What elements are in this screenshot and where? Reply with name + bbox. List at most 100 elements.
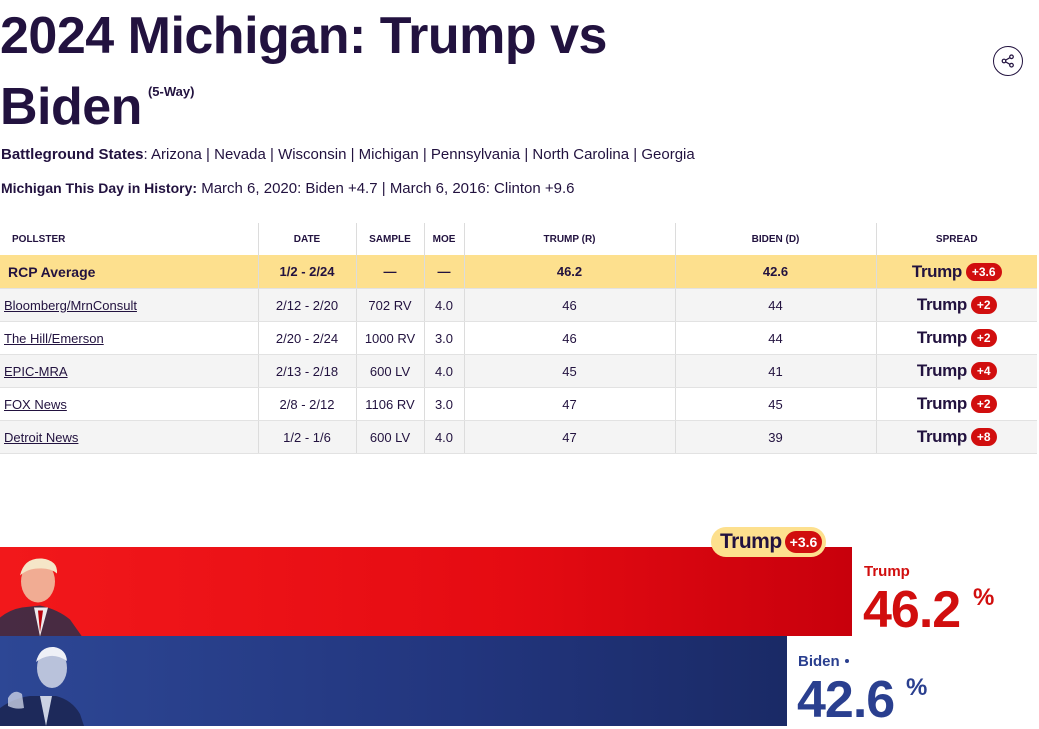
spread-leader: Trump (916, 295, 967, 314)
rcp-moe: — (424, 255, 465, 289)
trump-result-value: 46.2 (863, 581, 961, 639)
column-header-spread[interactable]: SPREAD (935, 233, 978, 245)
pollster-link[interactable]: Bloomberg/MrnConsult (4, 297, 137, 313)
poll-spread: Trump +2 (876, 288, 1037, 322)
poll-date: 1/2 - 1/6 (258, 420, 357, 454)
spread-badge: +2 (970, 296, 997, 314)
table-row: Detroit News 1/2 - 1/6 600 LV 4.0 47 39 … (0, 420, 1037, 454)
poll-date: 2/20 - 2/24 (258, 321, 357, 355)
state-link-michigan[interactable]: Michigan (358, 146, 419, 163)
leader-pill-badge: +3.6 (784, 531, 823, 553)
table-row: Bloomberg/MrnConsult 2/12 - 2/20 702 RV … (0, 288, 1037, 322)
share-icon (1001, 54, 1014, 68)
state-link-wisconsin[interactable]: Wisconsin (278, 146, 347, 163)
poll-spread: Trump +8 (876, 420, 1037, 454)
poll-biden: 41 (675, 354, 877, 388)
biden-status-dot (845, 659, 849, 663)
biden-photo (0, 646, 84, 726)
leader-pill-name: Trump (720, 530, 782, 553)
poll-trump: 46 (464, 288, 676, 322)
poll-trump: 47 (464, 420, 676, 454)
poll-sample: 1106 RV (356, 387, 425, 421)
history-link-2020[interactable]: March 6, 2020: Biden +4.7 (201, 180, 378, 197)
history-link-2016[interactable]: March 6, 2016: Clinton +9.6 (389, 180, 575, 197)
page-title-text: 2024 Michigan: Trump vs Biden (0, 7, 607, 136)
page-subtitle: (5-Way) (147, 84, 195, 99)
trump-photo (0, 558, 82, 637)
rcp-date: 1/2 - 2/24 (258, 255, 357, 289)
poll-moe: 3.0 (424, 387, 465, 421)
state-link-north-carolina[interactable]: North Carolina (532, 146, 630, 163)
poll-trump: 46 (464, 321, 676, 355)
spread-leader: Trump (916, 394, 967, 413)
biden-result-name: Biden (798, 653, 840, 670)
biden-result-value: 42.6 (797, 671, 895, 729)
poll-date: 2/12 - 2/20 (258, 288, 357, 322)
column-header-moe[interactable]: MOE (424, 223, 465, 255)
biden-result-bar (0, 636, 787, 726)
rcp-sample: — (356, 255, 425, 289)
table-row: FOX News 2/8 - 2/12 1106 RV 3.0 47 45 Tr… (0, 387, 1037, 421)
rcp-pollster: RCP Average (0, 255, 259, 289)
rcp-trump: 46.2 (464, 255, 676, 289)
polls-table: POLLSTER DATE SAMPLE MOE TRUMP (R) BIDEN… (0, 223, 1037, 454)
spread-leader: Trump (911, 261, 962, 281)
poll-sample: 1000 RV (356, 321, 425, 355)
poll-moe: 3.0 (424, 321, 465, 355)
pollster-link[interactable]: The Hill/Emerson (4, 330, 104, 346)
table-header-row: POLLSTER DATE SAMPLE MOE TRUMP (R) BIDEN… (0, 223, 1037, 255)
spread-badge: +2 (970, 329, 997, 347)
trump-result-name: Trump (864, 563, 910, 580)
pollster-link[interactable]: FOX News (4, 396, 67, 412)
poll-sample: 702 RV (356, 288, 425, 322)
poll-moe: 4.0 (424, 354, 465, 388)
column-header-trump[interactable]: TRUMP (R) (464, 223, 676, 255)
column-header-biden[interactable]: BIDEN (D) (675, 223, 877, 255)
poll-date: 2/13 - 2/18 (258, 354, 357, 388)
battleground-label: Battleground States (1, 146, 144, 163)
history-label: Michigan This Day in History: (1, 180, 198, 196)
rcp-average-row: RCP Average 1/2 - 2/24 — — 46.2 42.6 Tru… (0, 255, 1037, 289)
table-row: EPIC-MRA 2/13 - 2/18 600 LV 4.0 45 41 Tr… (0, 354, 1037, 388)
column-header-pollster[interactable]: POLLSTER (0, 223, 259, 255)
poll-moe: 4.0 (424, 420, 465, 454)
poll-trump: 45 (464, 354, 676, 388)
history-line: Michigan This Day in History: March 6, 2… (1, 180, 575, 197)
spread-badge: +4 (970, 362, 997, 380)
state-link-arizona[interactable]: Arizona (151, 146, 202, 163)
poll-sample: 600 LV (356, 354, 425, 388)
poll-date: 2/8 - 2/12 (258, 387, 357, 421)
leader-pill: Trump +3.6 (711, 527, 827, 557)
poll-spread: Trump +2 (876, 387, 1037, 421)
pollster-link[interactable]: Detroit News (4, 429, 79, 445)
spread-leader: Trump (916, 361, 967, 380)
spread-leader: Trump (916, 328, 967, 347)
state-link-pennsylvania[interactable]: Pennsylvania (430, 146, 521, 163)
poll-biden: 44 (675, 288, 877, 322)
page-title: 2024 Michigan: Trump vs Biden (5-Way) (0, 8, 760, 135)
rcp-biden: 42.6 (675, 255, 877, 289)
poll-trump: 47 (464, 387, 676, 421)
poll-spread: Trump +2 (876, 321, 1037, 355)
pollster-link[interactable]: EPIC-MRA (4, 363, 68, 379)
column-header-date[interactable]: DATE (258, 223, 357, 255)
trump-result-unit: % (973, 584, 995, 611)
poll-biden: 45 (675, 387, 877, 421)
biden-result-unit: % (906, 674, 928, 701)
battleground-states-line: Battleground States: Arizona | Nevada | … (1, 146, 695, 163)
trump-result-bar (0, 547, 852, 637)
poll-spread: Trump +4 (876, 354, 1037, 388)
table-row: The Hill/Emerson 2/20 - 2/24 1000 RV 3.0… (0, 321, 1037, 355)
poll-moe: 4.0 (424, 288, 465, 322)
poll-biden: 39 (675, 420, 877, 454)
state-link-georgia[interactable]: Georgia (641, 146, 695, 163)
share-button[interactable] (993, 46, 1023, 76)
spread-badge: +8 (970, 428, 997, 446)
spread-badge: +3.6 (965, 262, 1002, 281)
rcp-spread: Trump +3.6 (876, 255, 1037, 289)
spread-badge: +2 (970, 395, 997, 413)
spread-leader: Trump (916, 427, 967, 446)
state-link-nevada[interactable]: Nevada (214, 146, 266, 163)
column-header-sample[interactable]: SAMPLE (356, 223, 425, 255)
poll-sample: 600 LV (356, 420, 425, 454)
